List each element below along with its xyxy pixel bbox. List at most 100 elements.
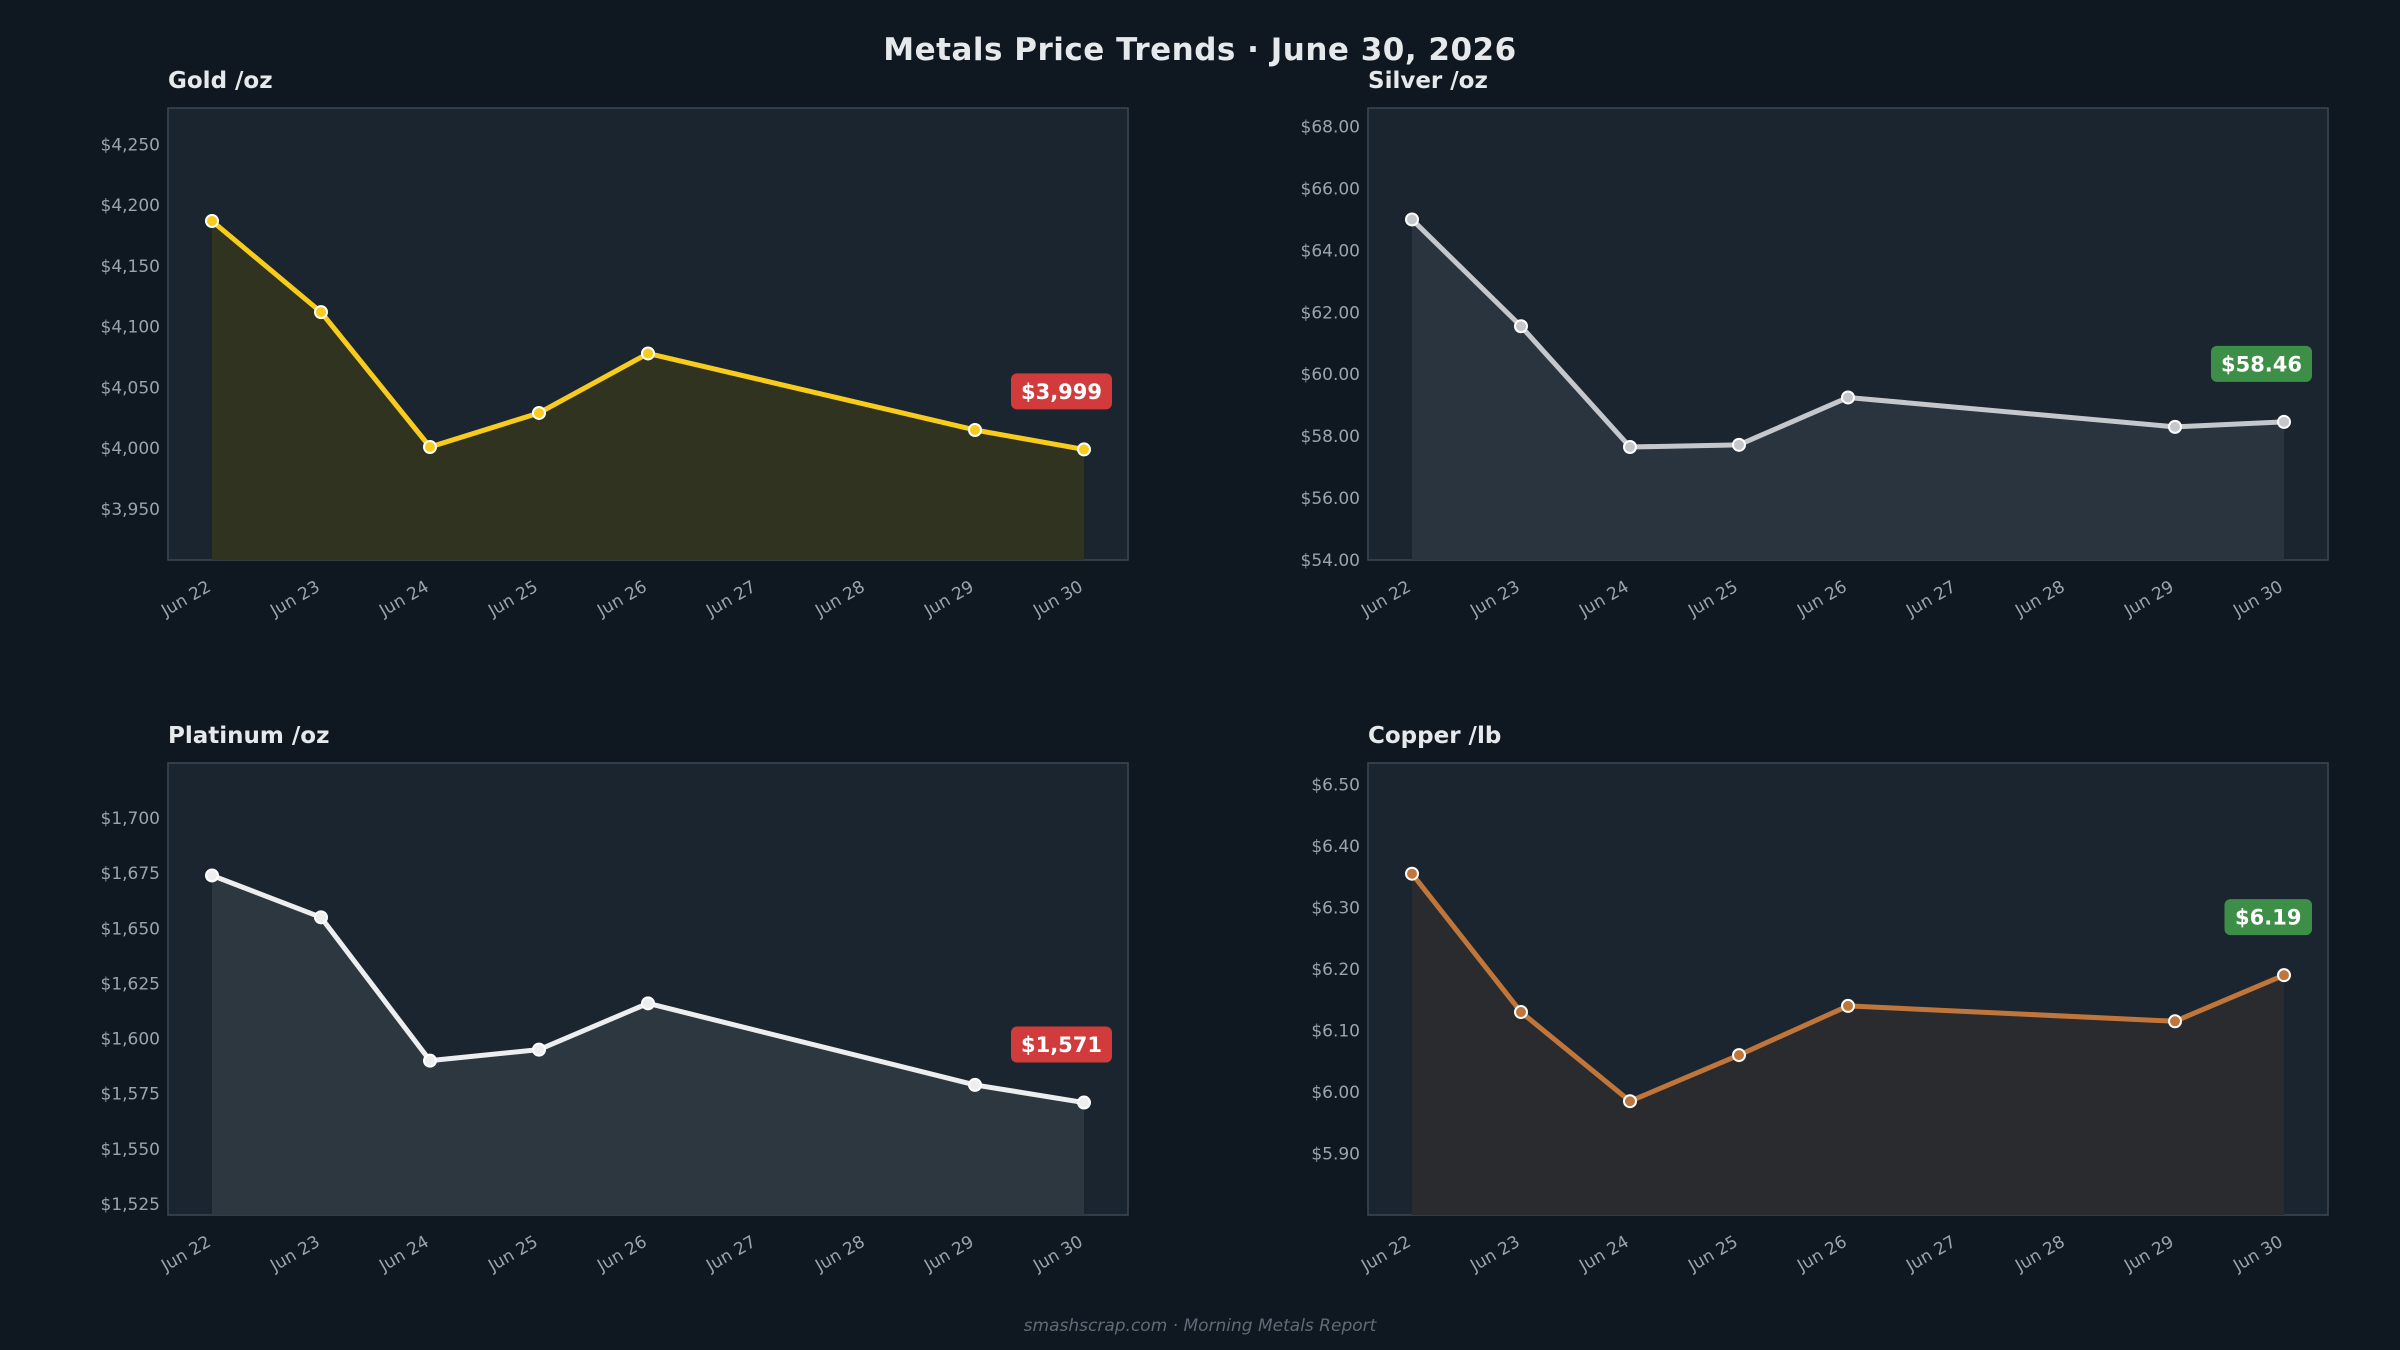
last-value-badge-platinum: $1,571 [1011,1026,1112,1063]
data-point[interactable] [968,1077,982,1092]
data-point[interactable] [1077,1095,1091,1110]
data-point[interactable] [423,1053,437,1068]
y-tick-label: $6.50 [1311,776,1360,796]
y-tick-label: $6.00 [1311,1083,1360,1103]
y-tick-label: $6.10 [1311,1022,1360,1042]
x-tick-label: Jun 24 [1575,1232,1632,1277]
x-tick-label: Jun 23 [266,577,323,622]
last-value-badge-gold: $3,999 [1011,373,1112,410]
y-tick-label: $60.00 [1301,365,1360,385]
chart-title-platinum: Platinum /oz [168,723,329,749]
x-tick-label: Jun 27 [1902,577,1959,622]
y-tick-label: $1,525 [101,1195,160,1215]
y-tick-label: $1,675 [101,864,160,884]
x-tick-label: Jun 24 [375,1232,432,1277]
x-tick-label: Jun 22 [1357,577,1414,622]
y-tick-label: $54.00 [1301,551,1360,571]
footer-credit: smashscrap.com · Morning Metals Report [1023,1316,1377,1336]
data-point[interactable] [314,305,328,320]
x-tick-label: Jun 22 [1357,1232,1414,1277]
data-point[interactable] [1732,1048,1746,1063]
x-tick-label: Jun 30 [1029,1232,1086,1277]
y-tick-label: $4,050 [101,378,160,398]
data-point[interactable] [641,996,655,1011]
data-point[interactable] [1077,442,1091,457]
last-value-badge-silver: $58.46 [2211,345,2312,382]
x-tick-label: Jun 26 [593,1232,650,1277]
data-point[interactable] [1623,1094,1637,1109]
last-value-label: $3,999 [1021,380,1102,404]
chart-copper: Copper /lb $5.90 $6.00 $6.10 $6.20 $6.30 $6.40… [1311,723,2329,1277]
x-tick-label: Jun 25 [1684,1232,1741,1277]
data-point[interactable] [1623,440,1637,454]
x-tick-label: Jun 28 [811,1232,868,1277]
y-tick-label: $6.40 [1311,837,1360,857]
x-tick-label: Jun 23 [266,1232,323,1277]
last-value-label: $1,571 [1021,1033,1102,1057]
data-point[interactable] [205,868,219,883]
x-tick-label: Jun 30 [2229,1232,2286,1277]
x-tick-label: Jun 28 [2011,577,2068,622]
x-tick-label: Jun 29 [2120,1232,2177,1277]
x-tick-label: Jun 24 [375,577,432,622]
y-tick-label: $4,150 [101,257,160,277]
badge-background [2224,899,2312,936]
data-point[interactable] [1841,998,1855,1013]
area-fill-silver [1412,219,2284,560]
x-tick-label: Jun 26 [1793,1232,1850,1277]
data-point[interactable] [1732,437,1746,452]
data-point[interactable] [314,910,328,925]
y-tick-label: $58.00 [1301,427,1360,447]
data-point[interactable] [2168,1014,2182,1029]
data-point[interactable] [1514,319,1528,334]
y-tick-label: $1,575 [101,1085,160,1105]
y-tick-label: $1,550 [101,1140,160,1160]
x-tick-label: Jun 24 [1575,577,1632,622]
y-tick-label: $1,650 [101,919,160,939]
data-point[interactable] [1405,212,1419,227]
y-tick-label: $1,700 [101,809,160,829]
chart-title-silver: Silver /oz [1368,68,1488,94]
data-point[interactable] [2277,414,2291,429]
chart-title-gold: Gold /oz [168,68,273,94]
area-fill-gold [212,221,1084,560]
data-point[interactable] [532,405,546,420]
data-point[interactable] [2277,968,2291,983]
x-tick-label: Jun 28 [811,577,868,622]
data-point[interactable] [1841,390,1855,405]
data-point[interactable] [423,440,437,454]
x-tick-label: Jun 26 [593,577,650,622]
x-tick-label: Jun 29 [920,1232,977,1277]
y-tick-label: $4,250 [101,135,160,155]
x-tick-label: Jun 28 [2011,1232,2068,1277]
y-tick-label: $1,600 [101,1030,160,1050]
y-tick-label: $68.00 [1301,118,1360,138]
badge-background [2211,345,2312,382]
data-point[interactable] [2168,419,2182,434]
data-point[interactable] [205,214,219,228]
chart-title-copper: Copper /lb [1368,723,1501,749]
last-value-badge-copper: $6.19 [2224,899,2312,936]
x-tick-label: Jun 29 [2120,577,2177,622]
x-tick-label: Jun 23 [1466,577,1523,622]
y-tick-label: $4,200 [101,196,160,216]
x-tick-label: Jun 29 [920,577,977,622]
data-point[interactable] [968,422,982,437]
page-title: Metals Price Trends · June 30, 2026 [883,32,1517,68]
x-tick-label: Jun 30 [1029,577,1086,622]
data-point[interactable] [1405,866,1419,881]
data-point[interactable] [532,1042,546,1057]
data-point[interactable] [641,346,655,361]
data-point[interactable] [1514,1005,1528,1020]
area-fill-copper [1412,873,2284,1215]
badge-background [1011,1026,1112,1063]
x-tick-label: Jun 27 [1902,1232,1959,1277]
y-tick-label: $66.00 [1301,179,1360,199]
y-tick-label: $56.00 [1301,489,1360,509]
x-tick-label: Jun 27 [702,577,759,622]
y-tick-label: $5.90 [1311,1145,1360,1165]
y-tick-label: $4,100 [101,318,160,338]
y-tick-label: $6.30 [1311,899,1360,919]
area-fill-platinum [212,875,1084,1215]
